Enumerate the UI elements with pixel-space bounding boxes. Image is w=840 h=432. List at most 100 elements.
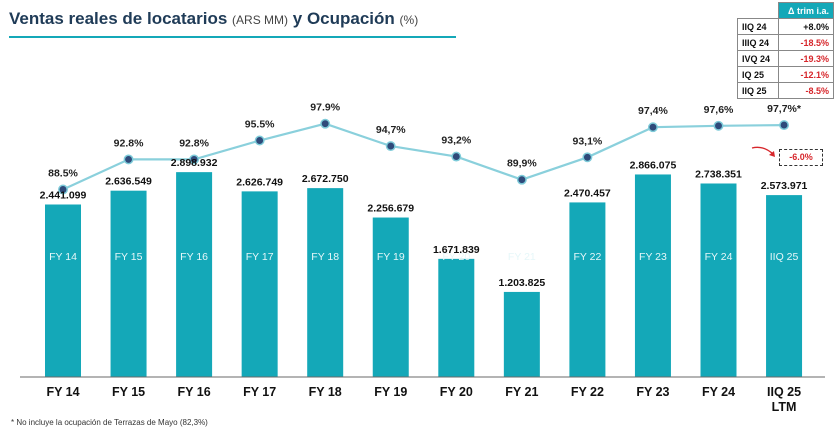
occupancy-point [516,174,527,185]
bar [307,188,344,377]
bar [634,174,671,377]
occupancy-point [254,135,265,146]
occupancy-label: 97,6% [704,104,734,116]
bar-value-label: 2.573.971 [761,180,808,192]
bar-inner-label: FY 18 [311,251,339,263]
table-row: IQ 25 -12.1% [737,66,835,83]
bar-inner-label: FY 23 [639,251,667,263]
bar [176,172,213,377]
bar-inner-label: FY 19 [377,251,405,263]
bar [372,217,409,377]
table-quarter-cell: IQ 25 [737,66,779,83]
occupancy-point [320,118,331,129]
table-row: IVQ 24 -19.3% [737,50,835,67]
table-row: IIQ 24 +8.0% [737,18,835,35]
title-main-2: y Ocupación [292,9,395,28]
table-value-cell: -12.1% [777,66,835,83]
bar-inner-label: FY 20 [442,251,470,263]
occupancy-point [451,151,462,162]
occupancy-label: 92.8% [179,137,209,149]
x-tick-label: FY 16 [178,385,211,399]
occupancy-label: 97.9% [310,102,340,114]
bar-value-label: 2.672.750 [302,173,349,185]
occupancy-point [189,154,200,165]
x-tick-label: FY 18 [309,385,342,399]
occupancy-point [58,184,68,195]
x-tick-label: FY 19 [374,385,407,399]
bar [503,291,540,377]
x-tick-label: FY 21 [505,385,538,399]
occupancy-point [779,120,789,131]
bar [700,183,737,377]
bar-value-label: 2.866.075 [630,159,677,171]
bar-value-label: 2.470.457 [564,187,611,199]
bar-inner-label: FY 17 [246,251,274,263]
table-value-cell: +8.0% [777,18,835,35]
title-unit-2: (%) [399,13,419,27]
occupancy-label: 92.8% [114,137,144,149]
occupancy-label: 93,2% [441,135,471,147]
x-tick-label: FY 14 [46,385,79,399]
occupancy-label: 88.5% [48,168,78,180]
table-corner-cell [738,3,779,19]
x-tick-label: FY 24 [702,385,735,399]
x-tick-label: FY 23 [636,385,669,399]
bar-value-label: 2.626.749 [236,176,283,188]
bar-value-label: 2.898.932 [171,157,218,169]
x-tick-label: FY 15 [112,385,145,399]
table-quarter-cell: IIQ 24 [737,18,779,35]
table-quarter-cell: IIQ 25 [737,82,779,99]
bar [110,190,147,377]
table-header: Δ trim i.a. [777,2,835,19]
table-row: IIIQ 24 -18.5% [737,34,835,51]
occupancy-label: 97,4% [638,105,668,117]
occupancy-label: 89,9% [507,158,537,170]
title-underline [9,36,456,38]
bar-value-label: 1.203.825 [498,277,545,289]
table-value-cell: -18.5% [777,34,835,51]
bar-inner-label: FY 14 [49,251,77,263]
annotation-arrowhead [769,151,775,157]
bar-inner-label: FY 16 [180,251,208,263]
table-quarter-cell: IIIQ 24 [737,34,779,51]
table-row: IIQ 25 -8.5% [737,82,835,99]
occupancy-label: 97,7%* [767,103,802,115]
x-tick-label: FY 22 [571,385,604,399]
bar [438,258,475,377]
bar-value-label: 2.441.099 [40,189,87,201]
bar-inner-label: FY 15 [115,251,143,263]
bar [569,202,606,377]
x-tick-label: FY 20 [440,385,473,399]
occupancy-point [385,141,396,152]
occupancy-label: 95.5% [245,119,275,131]
occupancy-point [582,152,593,163]
occupancy-point [648,122,658,133]
title-unit-1: (ARS MM) [232,13,289,27]
x-tick-label: LTM [772,400,797,414]
occupancy-point [713,120,724,131]
occupancy-point [123,154,134,165]
x-tick-label: FY 17 [243,385,276,399]
table-header-row: Δ trim i.a. [738,2,835,19]
table-value-cell: -8.5% [777,82,835,99]
title-main-1: Ventas reales de locatarios [9,9,228,28]
occupancy-label: 93,1% [573,135,603,147]
bar-inner-label: FY 24 [705,251,733,263]
x-tick-label: IIQ 25 [767,385,801,399]
bar-value-label: 2.256.679 [367,203,414,215]
bar-value-label: 2.636.549 [105,176,152,188]
table-value-cell: -19.3% [777,50,835,67]
bar-value-label: 1.671.839 [433,244,480,256]
bar-value-label: 2.738.351 [695,168,742,180]
occupancy-label: 94,7% [376,124,406,136]
yoy-change-table: Δ trim i.a. IIQ 24 +8.0% IIIQ 24 -18.5% … [737,2,835,99]
occupancy-line [62,122,785,191]
bar [241,191,278,377]
bar-inner-label: FY 21 [508,251,536,263]
table-quarter-cell: IVQ 24 [737,50,779,67]
bar [45,204,81,377]
footnote: * No incluye la ocupación de Terrazas de… [11,418,208,427]
bar-inner-label: FY 22 [573,251,601,263]
bar [766,195,803,377]
